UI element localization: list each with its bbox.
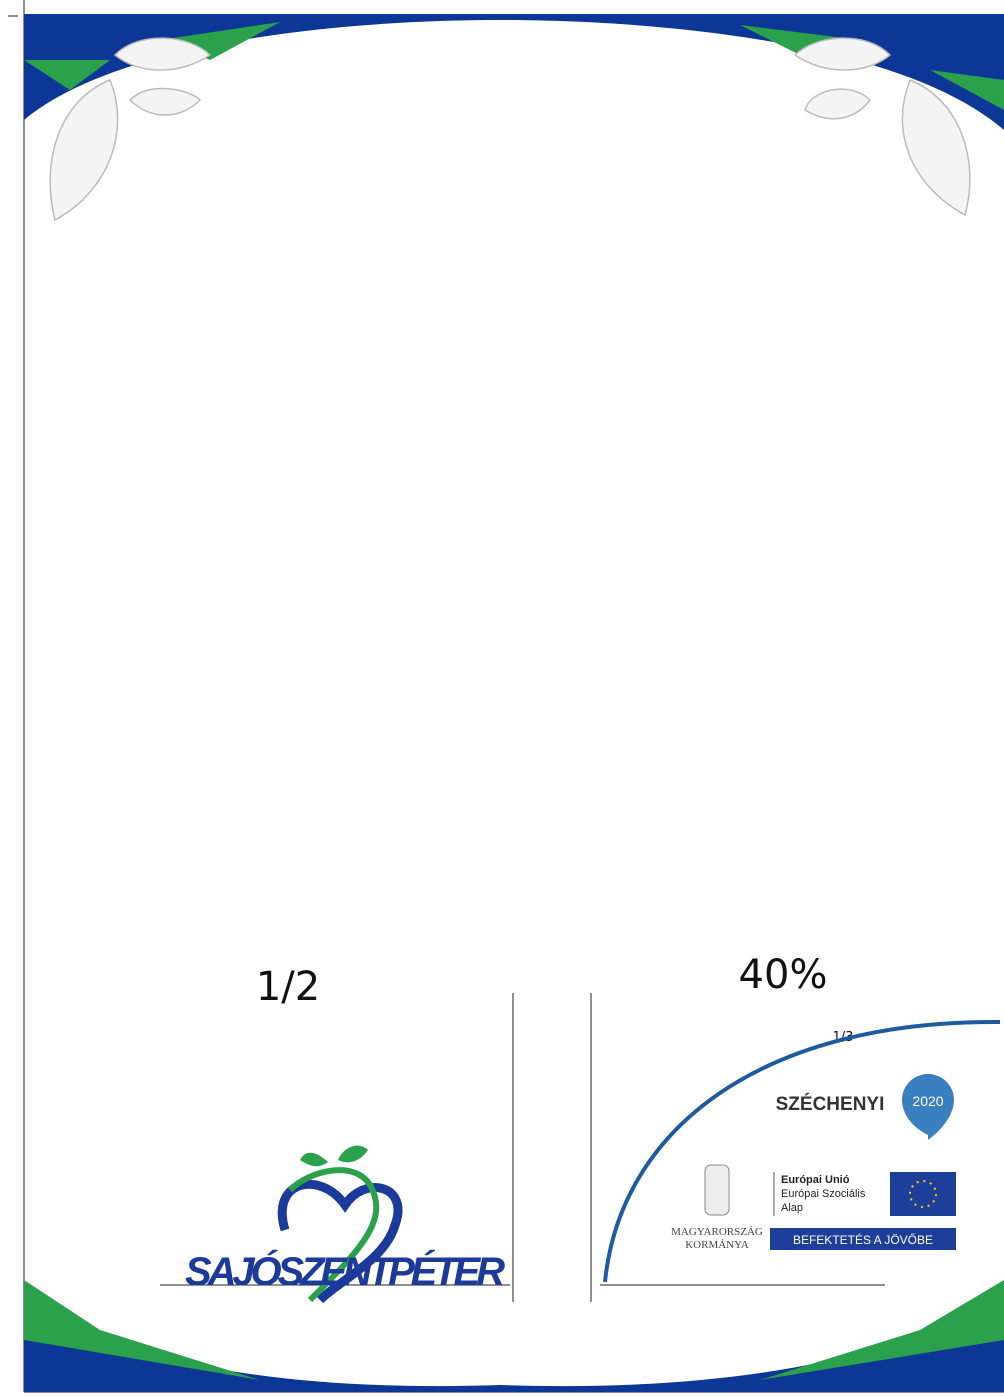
- bottom-band: [24, 1300, 1004, 1392]
- eu-text: Európai Szociális: [781, 1188, 866, 1200]
- annotation: 40%: [739, 952, 828, 998]
- government-name: MAGYARORSZÁG: [671, 1226, 763, 1238]
- funding-logo: SZÉCHENYI 2020 MAGYARORSZÁG KORMÁNYA Eur…: [671, 1074, 956, 1251]
- letterhead: 1/2 40% 1/3 SAJÓSZENTPÉTER SZÉCHENYI 202…: [0, 0, 1004, 1397]
- leaf-decoration: [50, 38, 970, 220]
- town-logo: SAJÓSZENTPÉTER: [185, 1146, 505, 1300]
- eu-flag: [890, 1172, 956, 1216]
- page: {"annotations": {"left_fraction": "1/2",…: [0, 0, 1004, 1397]
- logo-text: SAJÓSZENTPÉTER: [185, 1248, 505, 1294]
- programme-year: 2020: [912, 1093, 943, 1109]
- eu-text: Európai Unió: [781, 1174, 850, 1186]
- eu-text: Alap: [781, 1202, 803, 1214]
- slogan: BEFEKTETÉS A JÖVŐBE: [793, 1232, 933, 1247]
- annotation: 1/2: [256, 964, 320, 1010]
- programme-name: SZÉCHENYI: [776, 1093, 885, 1115]
- government-name: KORMÁNYA: [685, 1239, 749, 1251]
- coat-of-arms: [705, 1165, 729, 1215]
